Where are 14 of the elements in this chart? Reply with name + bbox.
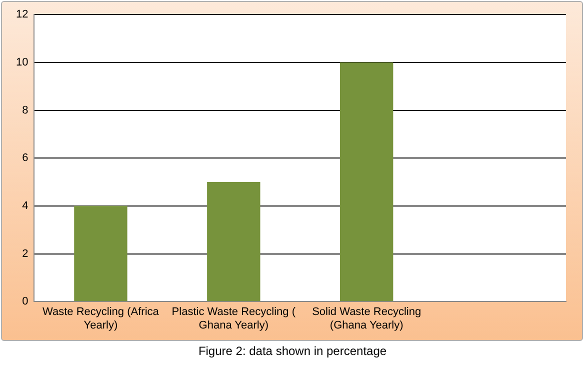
y-tick-label: 10 — [16, 56, 28, 68]
y-tick-label: 12 — [16, 8, 28, 21]
y-tick-label: 2 — [22, 248, 28, 260]
bar — [207, 182, 260, 302]
bar — [74, 206, 128, 302]
y-tick-label: 6 — [22, 152, 28, 164]
x-tick-label: Plastic Waste Recycling ( Ghana Yearly) — [172, 306, 296, 332]
bar — [340, 62, 394, 302]
y-tick-label: 4 — [22, 200, 28, 212]
y-tick-label: 8 — [22, 104, 28, 116]
y-tick-label: 0 — [22, 296, 28, 308]
x-tick-label: Solid Waste Recycling (Ghana Yearly) — [312, 306, 422, 332]
caption: Figure 2: data shown in percentage — [197, 344, 388, 358]
x-tick-label: Waste Recycling (Africa Yearly) — [42, 306, 160, 332]
